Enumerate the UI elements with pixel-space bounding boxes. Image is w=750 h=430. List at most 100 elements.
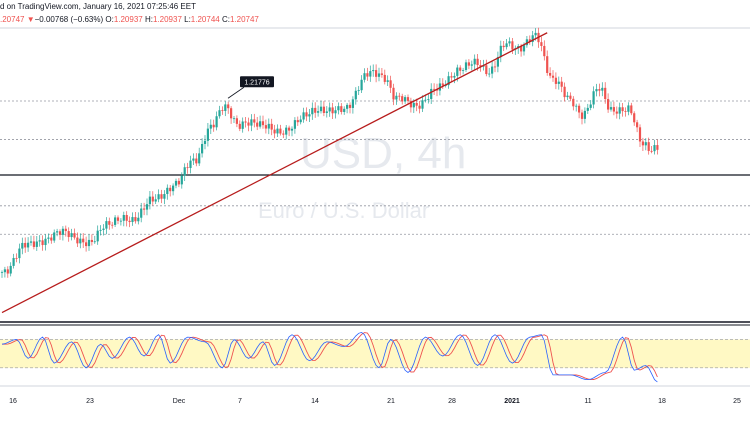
candle-body bbox=[511, 41, 514, 50]
candle-body bbox=[656, 145, 659, 150]
candle-body bbox=[198, 153, 201, 164]
candle-body bbox=[531, 35, 534, 42]
candle-body bbox=[27, 242, 30, 248]
candle-body bbox=[496, 57, 499, 67]
candle-body bbox=[624, 111, 627, 112]
candle-body bbox=[354, 90, 357, 100]
candle-body bbox=[589, 104, 592, 108]
candle-body bbox=[473, 58, 476, 65]
candle-body bbox=[145, 204, 149, 210]
candle-body bbox=[116, 217, 120, 221]
candle-body bbox=[305, 112, 308, 117]
candle-body bbox=[296, 120, 299, 123]
candle-body bbox=[279, 128, 282, 134]
candle-body bbox=[389, 80, 392, 88]
candle-body bbox=[241, 121, 244, 129]
candle-body bbox=[375, 70, 378, 77]
candle-body bbox=[105, 221, 108, 229]
candle-body bbox=[186, 167, 189, 169]
candle-body bbox=[392, 87, 395, 100]
candle-body bbox=[261, 121, 265, 126]
candle-body bbox=[270, 123, 273, 130]
candle-body bbox=[462, 69, 465, 71]
candle-body bbox=[76, 237, 79, 244]
candle-body bbox=[464, 62, 468, 70]
candle-body bbox=[479, 65, 482, 67]
candle-body bbox=[160, 194, 163, 199]
candle-body bbox=[143, 208, 146, 210]
candle-body bbox=[615, 111, 618, 114]
candle-body bbox=[569, 95, 572, 99]
candle-body bbox=[618, 107, 621, 114]
candle-body bbox=[177, 180, 180, 185]
candle-body bbox=[319, 106, 323, 112]
candle-body bbox=[192, 158, 195, 161]
candle-body bbox=[357, 90, 360, 92]
candle-body bbox=[128, 220, 131, 223]
candle-body bbox=[549, 72, 552, 76]
candle-body bbox=[485, 65, 488, 75]
low-label: L: bbox=[184, 15, 191, 24]
candle-body bbox=[125, 214, 128, 221]
candle-body bbox=[340, 106, 343, 112]
candle-body bbox=[12, 257, 15, 266]
candle-body bbox=[653, 145, 656, 152]
candle-body bbox=[73, 233, 76, 238]
ascending-trendline bbox=[1, 32, 548, 314]
candle-body bbox=[29, 241, 33, 243]
candle-body bbox=[0, 272, 4, 274]
candle-body bbox=[273, 129, 276, 134]
stochastic-pane bbox=[0, 331, 750, 383]
candle-body bbox=[38, 240, 41, 242]
candle-body bbox=[604, 87, 607, 100]
candle-body bbox=[502, 45, 505, 48]
candle-body bbox=[215, 116, 218, 128]
candle-body bbox=[586, 107, 589, 111]
annotation-label: 1.21776 bbox=[244, 79, 269, 86]
candle-body bbox=[406, 97, 410, 101]
candle-body bbox=[137, 217, 140, 222]
candle-body bbox=[636, 122, 639, 128]
x-tick-label: 11 bbox=[584, 398, 591, 405]
candle-body bbox=[575, 105, 578, 107]
candle-body bbox=[447, 76, 450, 86]
candle-body bbox=[647, 142, 650, 151]
candle-body bbox=[522, 45, 526, 52]
candle-body bbox=[288, 127, 291, 131]
published-info: d on TradingView.com, January 16, 2021 0… bbox=[0, 2, 196, 11]
candle-body bbox=[563, 86, 566, 98]
candle-body bbox=[67, 231, 70, 238]
candle-body bbox=[102, 228, 105, 230]
candle-body bbox=[412, 102, 415, 108]
candle-body bbox=[520, 46, 523, 52]
time-axis: 16 23 Dec 7 14 21 28 2021 11 18 25 bbox=[9, 398, 741, 405]
candle-body bbox=[598, 89, 601, 91]
candle-body bbox=[488, 73, 491, 75]
candle-body bbox=[24, 242, 27, 248]
candle-body bbox=[386, 80, 389, 82]
candle-body bbox=[650, 150, 653, 152]
close-label: C: bbox=[221, 15, 230, 24]
trendline-group[interactable] bbox=[1, 32, 548, 314]
candle-body bbox=[290, 128, 294, 131]
annotation-box bbox=[240, 76, 274, 88]
candle-body bbox=[293, 120, 296, 129]
candle-body bbox=[644, 142, 647, 146]
candle-body bbox=[322, 106, 325, 113]
candle-body bbox=[377, 73, 381, 77]
candle-body bbox=[56, 231, 59, 233]
x-tick-label: 16 bbox=[9, 398, 17, 405]
candle-body bbox=[201, 143, 204, 154]
open-value: 1.20937 bbox=[113, 15, 143, 24]
candle-body bbox=[122, 214, 125, 221]
price-change: −0.00768 (−0.63%) bbox=[34, 15, 104, 24]
candle-body bbox=[609, 107, 613, 110]
candle-body bbox=[404, 97, 407, 102]
candle-body bbox=[546, 56, 549, 73]
candle-body bbox=[9, 265, 12, 274]
watermark-symbol: USD, 4h bbox=[300, 129, 466, 178]
candle-body bbox=[53, 232, 56, 241]
candle-body bbox=[380, 73, 383, 75]
candle-body bbox=[172, 185, 175, 192]
